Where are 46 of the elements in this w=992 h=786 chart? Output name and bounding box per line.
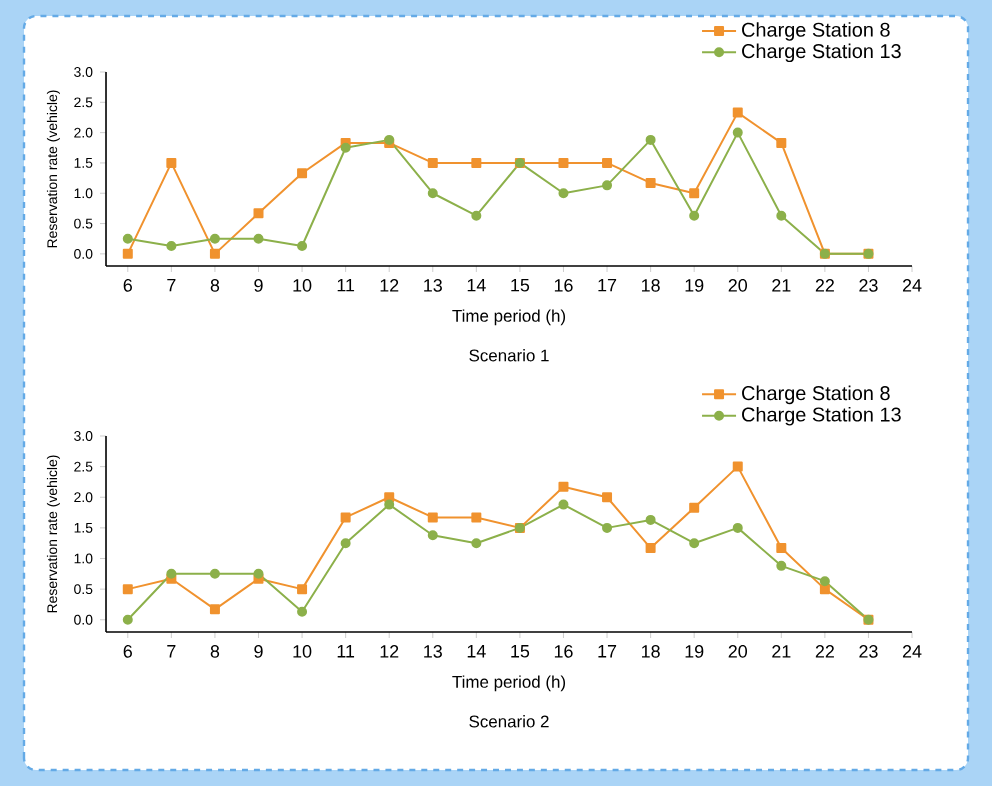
x-tick-label: 8 xyxy=(210,645,220,658)
x-tick-label: 24 xyxy=(902,279,922,292)
x-tick-label: 23 xyxy=(859,279,878,292)
x-tick-label: 14 xyxy=(467,645,486,658)
x-tick-label: 12 xyxy=(380,645,399,658)
x-tick-label: 22 xyxy=(815,279,834,292)
x-tick-label: 10 xyxy=(293,279,312,292)
text: Scenario 2 xyxy=(469,715,549,728)
x-tick-label: 20 xyxy=(728,645,748,658)
x-tick-label: 13 xyxy=(424,279,442,292)
text: Scenario 1 xyxy=(469,349,549,362)
x-tick-label: 6 xyxy=(123,279,132,292)
x-axis-title: Time period (h) xyxy=(452,675,566,692)
x-tick-label: 17 xyxy=(598,279,617,292)
x-tick-label: 18 xyxy=(642,279,660,292)
legend-label: Charge Station 13 xyxy=(742,406,901,426)
x-tick-label: 20 xyxy=(728,279,748,292)
x-tick-label: 21 xyxy=(772,645,791,658)
x-tick-label: 19 xyxy=(685,645,704,658)
x-tick-label: 18 xyxy=(642,645,660,658)
x-tick-label: 12 xyxy=(380,279,399,292)
x-tick-label: 11 xyxy=(337,645,355,658)
x-tick-label: 9 xyxy=(254,279,263,292)
x-tick-label: 19 xyxy=(685,279,704,292)
x-tick-label: 17 xyxy=(598,645,617,658)
x-tick-label: 16 xyxy=(554,645,573,658)
x-tick-label: 22 xyxy=(815,645,834,658)
legend-label: Charge Station 13 xyxy=(742,43,901,63)
x-tick-label: 24 xyxy=(902,645,922,658)
x-tick-label: 15 xyxy=(511,279,530,292)
x-tick-label: 8 xyxy=(210,279,220,292)
legend-label: Charge Station 8 xyxy=(742,22,890,41)
x-tick-label: 21 xyxy=(772,279,791,292)
x-tick-label: 7 xyxy=(167,279,176,292)
x-tick-label: 14 xyxy=(467,279,486,292)
x-tick-label: 7 xyxy=(167,645,176,658)
legend-label: Charge Station 8 xyxy=(742,385,890,405)
x-tick-label: 9 xyxy=(254,645,263,658)
x-tick-label: 23 xyxy=(859,645,878,658)
x-axis-title: Time period (h) xyxy=(452,309,566,326)
x-tick-label: 16 xyxy=(554,279,573,292)
x-tick-label: 11 xyxy=(337,279,355,292)
x-tick-label: 13 xyxy=(424,645,442,658)
x-tick-label: 6 xyxy=(123,645,132,658)
x-tick-label: 15 xyxy=(511,645,530,658)
x-tick-label: 10 xyxy=(293,645,312,658)
